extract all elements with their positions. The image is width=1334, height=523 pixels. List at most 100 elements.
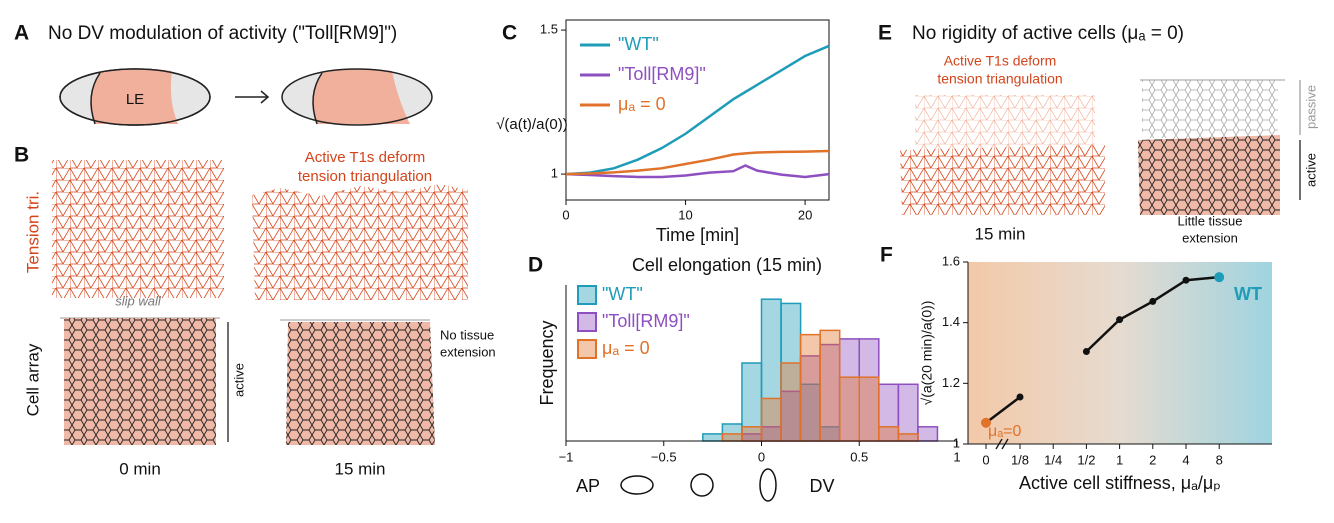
y-axis-label: Frequency bbox=[537, 320, 557, 405]
line bbox=[565, 149, 830, 176]
point bbox=[1214, 272, 1225, 283]
embryo bbox=[281, 68, 433, 126]
histogram-bar bbox=[760, 397, 782, 442]
panel-label: C bbox=[502, 22, 517, 45]
cell-array bbox=[1138, 135, 1280, 215]
x-tick-label: 10 bbox=[678, 207, 692, 222]
legend-label: "Toll[RM9]" bbox=[618, 64, 706, 84]
panel-label: F bbox=[880, 244, 893, 267]
histogram-bar bbox=[702, 433, 724, 442]
legend-swatch bbox=[577, 285, 597, 305]
time-label: 15 min bbox=[974, 224, 1025, 243]
legend-swatch bbox=[577, 339, 597, 359]
histogram-bar bbox=[897, 383, 919, 442]
row-label: Tension tri. bbox=[23, 191, 42, 273]
time-label: 15 min bbox=[334, 459, 385, 478]
x-tick-label: 20 bbox=[798, 207, 812, 222]
annotation: Active T1s deform bbox=[305, 149, 426, 166]
cell-array bbox=[286, 322, 435, 445]
panel-label: D bbox=[528, 254, 543, 277]
x-axis-label: Time [min] bbox=[656, 225, 739, 245]
x-tick-label: 0.5 bbox=[850, 449, 868, 464]
y-tick-label: 1.4 bbox=[942, 314, 960, 329]
panel-label: E bbox=[878, 22, 892, 45]
embryo bbox=[59, 68, 211, 126]
row-label: Cell array bbox=[23, 343, 42, 416]
x-tick-label: 2 bbox=[1149, 452, 1156, 467]
histogram-bar bbox=[799, 333, 821, 442]
triangulation bbox=[915, 95, 1095, 155]
annotation: tension triangulation bbox=[937, 71, 1062, 87]
x-tick-label: 8 bbox=[1216, 452, 1223, 467]
annotation: tension triangulation bbox=[298, 168, 432, 185]
y-axis-label: √(a(20 min)/a(0)) bbox=[919, 301, 935, 406]
note: No tissue bbox=[440, 327, 494, 342]
x-tick-label: 0 bbox=[562, 207, 569, 222]
time-label: 0 min bbox=[119, 459, 161, 478]
chart-title: Cell elongation (15 min) bbox=[632, 255, 822, 275]
cell-array bbox=[1142, 80, 1278, 138]
x-tick-label: 0 bbox=[758, 449, 765, 464]
x-axis-label: DV bbox=[809, 476, 834, 496]
x-tick-label: 1/2 bbox=[1077, 452, 1095, 467]
histogram-bar bbox=[897, 433, 919, 442]
region-label: passive bbox=[1303, 85, 1318, 129]
shape-icon bbox=[620, 475, 654, 495]
background bbox=[968, 262, 1272, 444]
histogram-bar bbox=[858, 376, 880, 442]
x-tick-label: 1 bbox=[953, 449, 960, 464]
legend-label: μₐ = 0 bbox=[618, 94, 666, 114]
point bbox=[1149, 297, 1157, 305]
arrow bbox=[235, 90, 270, 104]
cell-array bbox=[64, 318, 216, 445]
histogram-bar bbox=[878, 426, 900, 442]
histogram-bar bbox=[741, 426, 763, 442]
x-axis-label: AP bbox=[576, 476, 600, 496]
note: extension bbox=[440, 344, 496, 359]
y-tick-label: 1.6 bbox=[942, 253, 960, 268]
axis-break bbox=[995, 438, 1009, 450]
annotation: Active T1s deform bbox=[944, 53, 1057, 69]
note: Little tissue bbox=[1177, 213, 1242, 228]
legend-label: "Toll[RM9]" bbox=[602, 311, 690, 331]
wall-label: slip wall bbox=[115, 293, 162, 308]
embryo-label: LE bbox=[126, 91, 144, 108]
x-tick-label: 4 bbox=[1182, 452, 1189, 467]
histogram-bar bbox=[838, 376, 861, 442]
histogram-bar bbox=[917, 426, 939, 442]
x-tick-label: 1/4 bbox=[1044, 452, 1062, 467]
triangulation bbox=[52, 160, 224, 298]
x-tick-label: −0.5 bbox=[651, 449, 677, 464]
annotation: μₐ=0 bbox=[988, 423, 1022, 440]
region-label: active bbox=[1303, 153, 1318, 187]
region-label: active bbox=[231, 363, 246, 397]
x-tick-label: −1 bbox=[559, 449, 574, 464]
y-tick-label: 1.5 bbox=[540, 22, 558, 37]
panel-title: No DV modulation of activity ("Toll[RM9]… bbox=[48, 23, 397, 44]
triangulation bbox=[900, 145, 1105, 215]
y-tick-label: 1 bbox=[551, 166, 558, 181]
note: extension bbox=[1182, 230, 1238, 245]
point bbox=[1182, 276, 1190, 284]
y-tick-label: 1 bbox=[953, 435, 960, 450]
line bbox=[565, 164, 830, 179]
histogram-bar bbox=[819, 329, 841, 442]
y-tick-label: 1.2 bbox=[942, 375, 960, 390]
legend-label: "WT" bbox=[602, 284, 643, 304]
point bbox=[1116, 316, 1124, 324]
shape-icon bbox=[759, 468, 777, 502]
annotation: WT bbox=[1234, 284, 1262, 304]
panel-label: A bbox=[14, 22, 29, 45]
x-axis-label: Active cell stiffness, μₐ/μₚ bbox=[1019, 473, 1221, 493]
line bbox=[565, 44, 830, 176]
shape-icon bbox=[690, 473, 714, 497]
legend-swatch bbox=[577, 312, 597, 332]
panel-title: No rigidity of active cells (μₐ = 0) bbox=[912, 23, 1184, 44]
legend-label: "WT" bbox=[618, 34, 659, 54]
point bbox=[1082, 347, 1090, 355]
legend-label: μₐ = 0 bbox=[602, 338, 650, 358]
histogram-bar bbox=[780, 362, 802, 442]
plot-frame bbox=[565, 19, 830, 201]
x-tick-label: 1 bbox=[1116, 452, 1123, 467]
